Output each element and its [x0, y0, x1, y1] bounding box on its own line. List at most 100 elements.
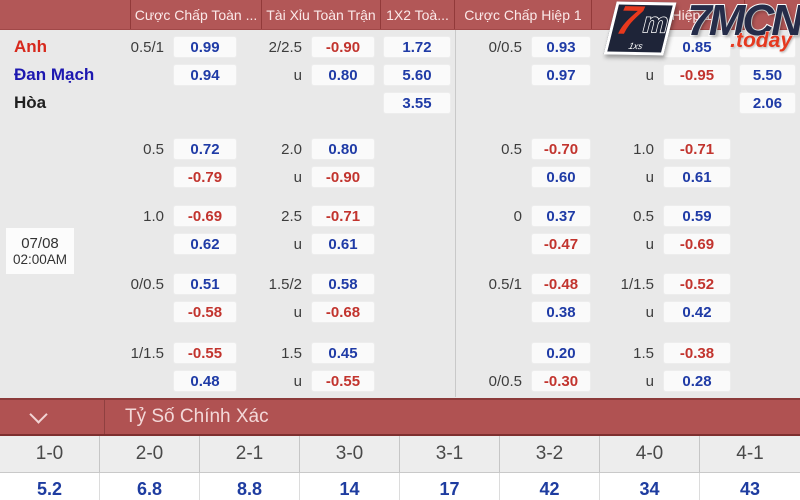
odds-chip[interactable]: 0.61	[311, 233, 375, 255]
odds-chip[interactable]: -0.69	[663, 233, 731, 255]
odds-chip[interactable]: 0.72	[173, 138, 237, 160]
odds-chip[interactable]: 0.59	[663, 205, 731, 227]
header-col-1: Cược Chấp Toàn ...	[131, 0, 262, 29]
odds-chip[interactable]: 5.60	[383, 64, 451, 86]
match-datetime: 07/08 02:00AM	[6, 228, 74, 274]
handicap-label: 2.5	[281, 207, 302, 225]
odds-chip[interactable]: 1.72	[383, 36, 451, 58]
odds-chip[interactable]: -0.71	[311, 205, 375, 227]
odds-chip[interactable]: 0.58	[311, 273, 375, 295]
odds-chip[interactable]: 0.99	[173, 36, 237, 58]
odds-chip[interactable]: -0.52	[663, 273, 731, 295]
score-odds[interactable]: 42	[500, 473, 600, 500]
odds-chip[interactable]: -0.38	[663, 342, 731, 364]
odds-cell-txh1_odds: 0.28	[659, 367, 735, 395]
odds-cell-x12h1_odds	[735, 163, 800, 191]
odds-chip[interactable]: -0.70	[531, 138, 591, 160]
odds-cell-fm_odds: 0.99	[169, 33, 241, 61]
match-date: 07/08	[21, 235, 59, 252]
odds-cell-txh1_odds: -0.95	[659, 61, 735, 89]
odds-chip[interactable]: -0.47	[531, 233, 591, 255]
odds-chip[interactable]: -0.48	[531, 273, 591, 295]
odds-chip[interactable]: 0.37	[531, 205, 591, 227]
match-time: 02:00AM	[12, 252, 68, 267]
odds-chip[interactable]: -0.30	[531, 370, 591, 392]
odds-chip[interactable]: -0.90	[311, 36, 375, 58]
odds-chip[interactable]: 0.62	[173, 233, 237, 255]
odds-cell-tx_odds: -0.71	[307, 202, 379, 230]
handicap-label: 1.5/2	[268, 275, 302, 293]
odds-chip[interactable]: 3.55	[383, 92, 451, 114]
odds-chip[interactable]: 0.80	[311, 64, 375, 86]
header-col-2: Tài Xỉu Toàn Trận	[262, 0, 381, 29]
odds-chip[interactable]: 0.97	[531, 64, 591, 86]
handicap-label	[455, 230, 527, 258]
odds-chip[interactable]: 0.20	[531, 342, 591, 364]
brand-name: 7MCN	[686, 0, 800, 46]
score-odds[interactable]: 34	[600, 473, 700, 500]
odds-chip[interactable]: -0.79	[173, 166, 237, 188]
score-label: 1-0	[0, 436, 100, 473]
odds-chip[interactable]: 0.42	[663, 301, 731, 323]
handicap-label: 1.0	[143, 207, 164, 225]
odds-cell-x12h1_odds	[735, 33, 800, 61]
odds-cell-h1_odds: -0.47	[527, 230, 595, 258]
score-odds[interactable]: 14	[300, 473, 400, 500]
badge-m: m	[639, 6, 673, 39]
score-label: 3-0	[300, 436, 400, 473]
odds-chip[interactable]	[739, 36, 796, 58]
score-odds[interactable]: 5.2	[0, 473, 100, 500]
odds-chip[interactable]: -0.55	[311, 370, 375, 392]
header-col-4: Cược Chấp Hiệp 1	[455, 0, 592, 29]
odds-cell-h1_odds: -0.70	[527, 135, 595, 163]
odds-chip[interactable]: -0.90	[311, 166, 375, 188]
handicap-label: u	[645, 66, 654, 84]
odds-chip[interactable]: -0.68	[311, 301, 375, 323]
odds-chip[interactable]: -0.55	[173, 342, 237, 364]
handicap-label: 1.5	[633, 344, 654, 362]
odds-chip[interactable]: -0.95	[663, 64, 731, 86]
score-odds[interactable]: 17	[400, 473, 500, 500]
handicap-label: u	[293, 66, 302, 84]
odds-row: 0.48 u -0.55 0/0.5 -0.30 u 0.28	[0, 367, 800, 395]
odds-cell-x12_odds: 1.72	[379, 33, 455, 61]
odds-chip[interactable]: 0.93	[531, 36, 591, 58]
odds-chip[interactable]: 5.50	[739, 64, 796, 86]
odds-chip[interactable]: 0.38	[531, 301, 591, 323]
brand-logo[interactable]: 7 m 1xs 7MCN .today	[600, 0, 800, 62]
odds-chip[interactable]: 0.48	[173, 370, 237, 392]
handicap-label: u	[645, 303, 654, 321]
odds-chip[interactable]: 0.80	[311, 138, 375, 160]
odds-cell-fm_odds: 0.94	[169, 61, 241, 89]
odds-cell-h1_odds: 0.97	[527, 61, 595, 89]
odds-chip[interactable]: -0.58	[173, 301, 237, 323]
handicap-label: u	[645, 235, 654, 253]
odds-chip[interactable]: -0.71	[663, 138, 731, 160]
correct-score-title: Tỷ Số Chính Xác	[125, 406, 269, 427]
odds-chip[interactable]: 0.85	[663, 36, 731, 58]
team-name	[0, 163, 131, 191]
score-label: 3-2	[500, 436, 600, 473]
handicap-label: 0	[513, 207, 522, 225]
odds-chip[interactable]: 0.60	[531, 166, 591, 188]
score-odds[interactable]: 43	[700, 473, 800, 500]
team-name	[0, 135, 131, 163]
odds-chip[interactable]: 0.51	[173, 273, 237, 295]
score-odds[interactable]: 8.8	[200, 473, 300, 500]
handicap-label: 0.5	[633, 207, 654, 225]
handicap-label: 1/1.5	[130, 344, 164, 362]
collapse-toggle[interactable]	[0, 400, 105, 434]
odds-chip[interactable]: 0.61	[663, 166, 731, 188]
odds-cell-txh1_odds: 0.85	[659, 33, 735, 61]
score-label: 3-1	[400, 436, 500, 473]
odds-chip[interactable]: 2.06	[739, 92, 796, 114]
odds-chip[interactable]: 0.94	[173, 64, 237, 86]
score-odds[interactable]: 6.8	[100, 473, 200, 500]
odds-chip[interactable]: -0.69	[173, 205, 237, 227]
handicap-label	[131, 163, 169, 191]
handicap-label: 0.5/1	[130, 38, 164, 56]
odds-chip[interactable]: 0.28	[663, 370, 731, 392]
handicap-label	[595, 89, 659, 117]
odds-cell-tx_odds: -0.55	[307, 367, 379, 395]
odds-chip[interactable]: 0.45	[311, 342, 375, 364]
